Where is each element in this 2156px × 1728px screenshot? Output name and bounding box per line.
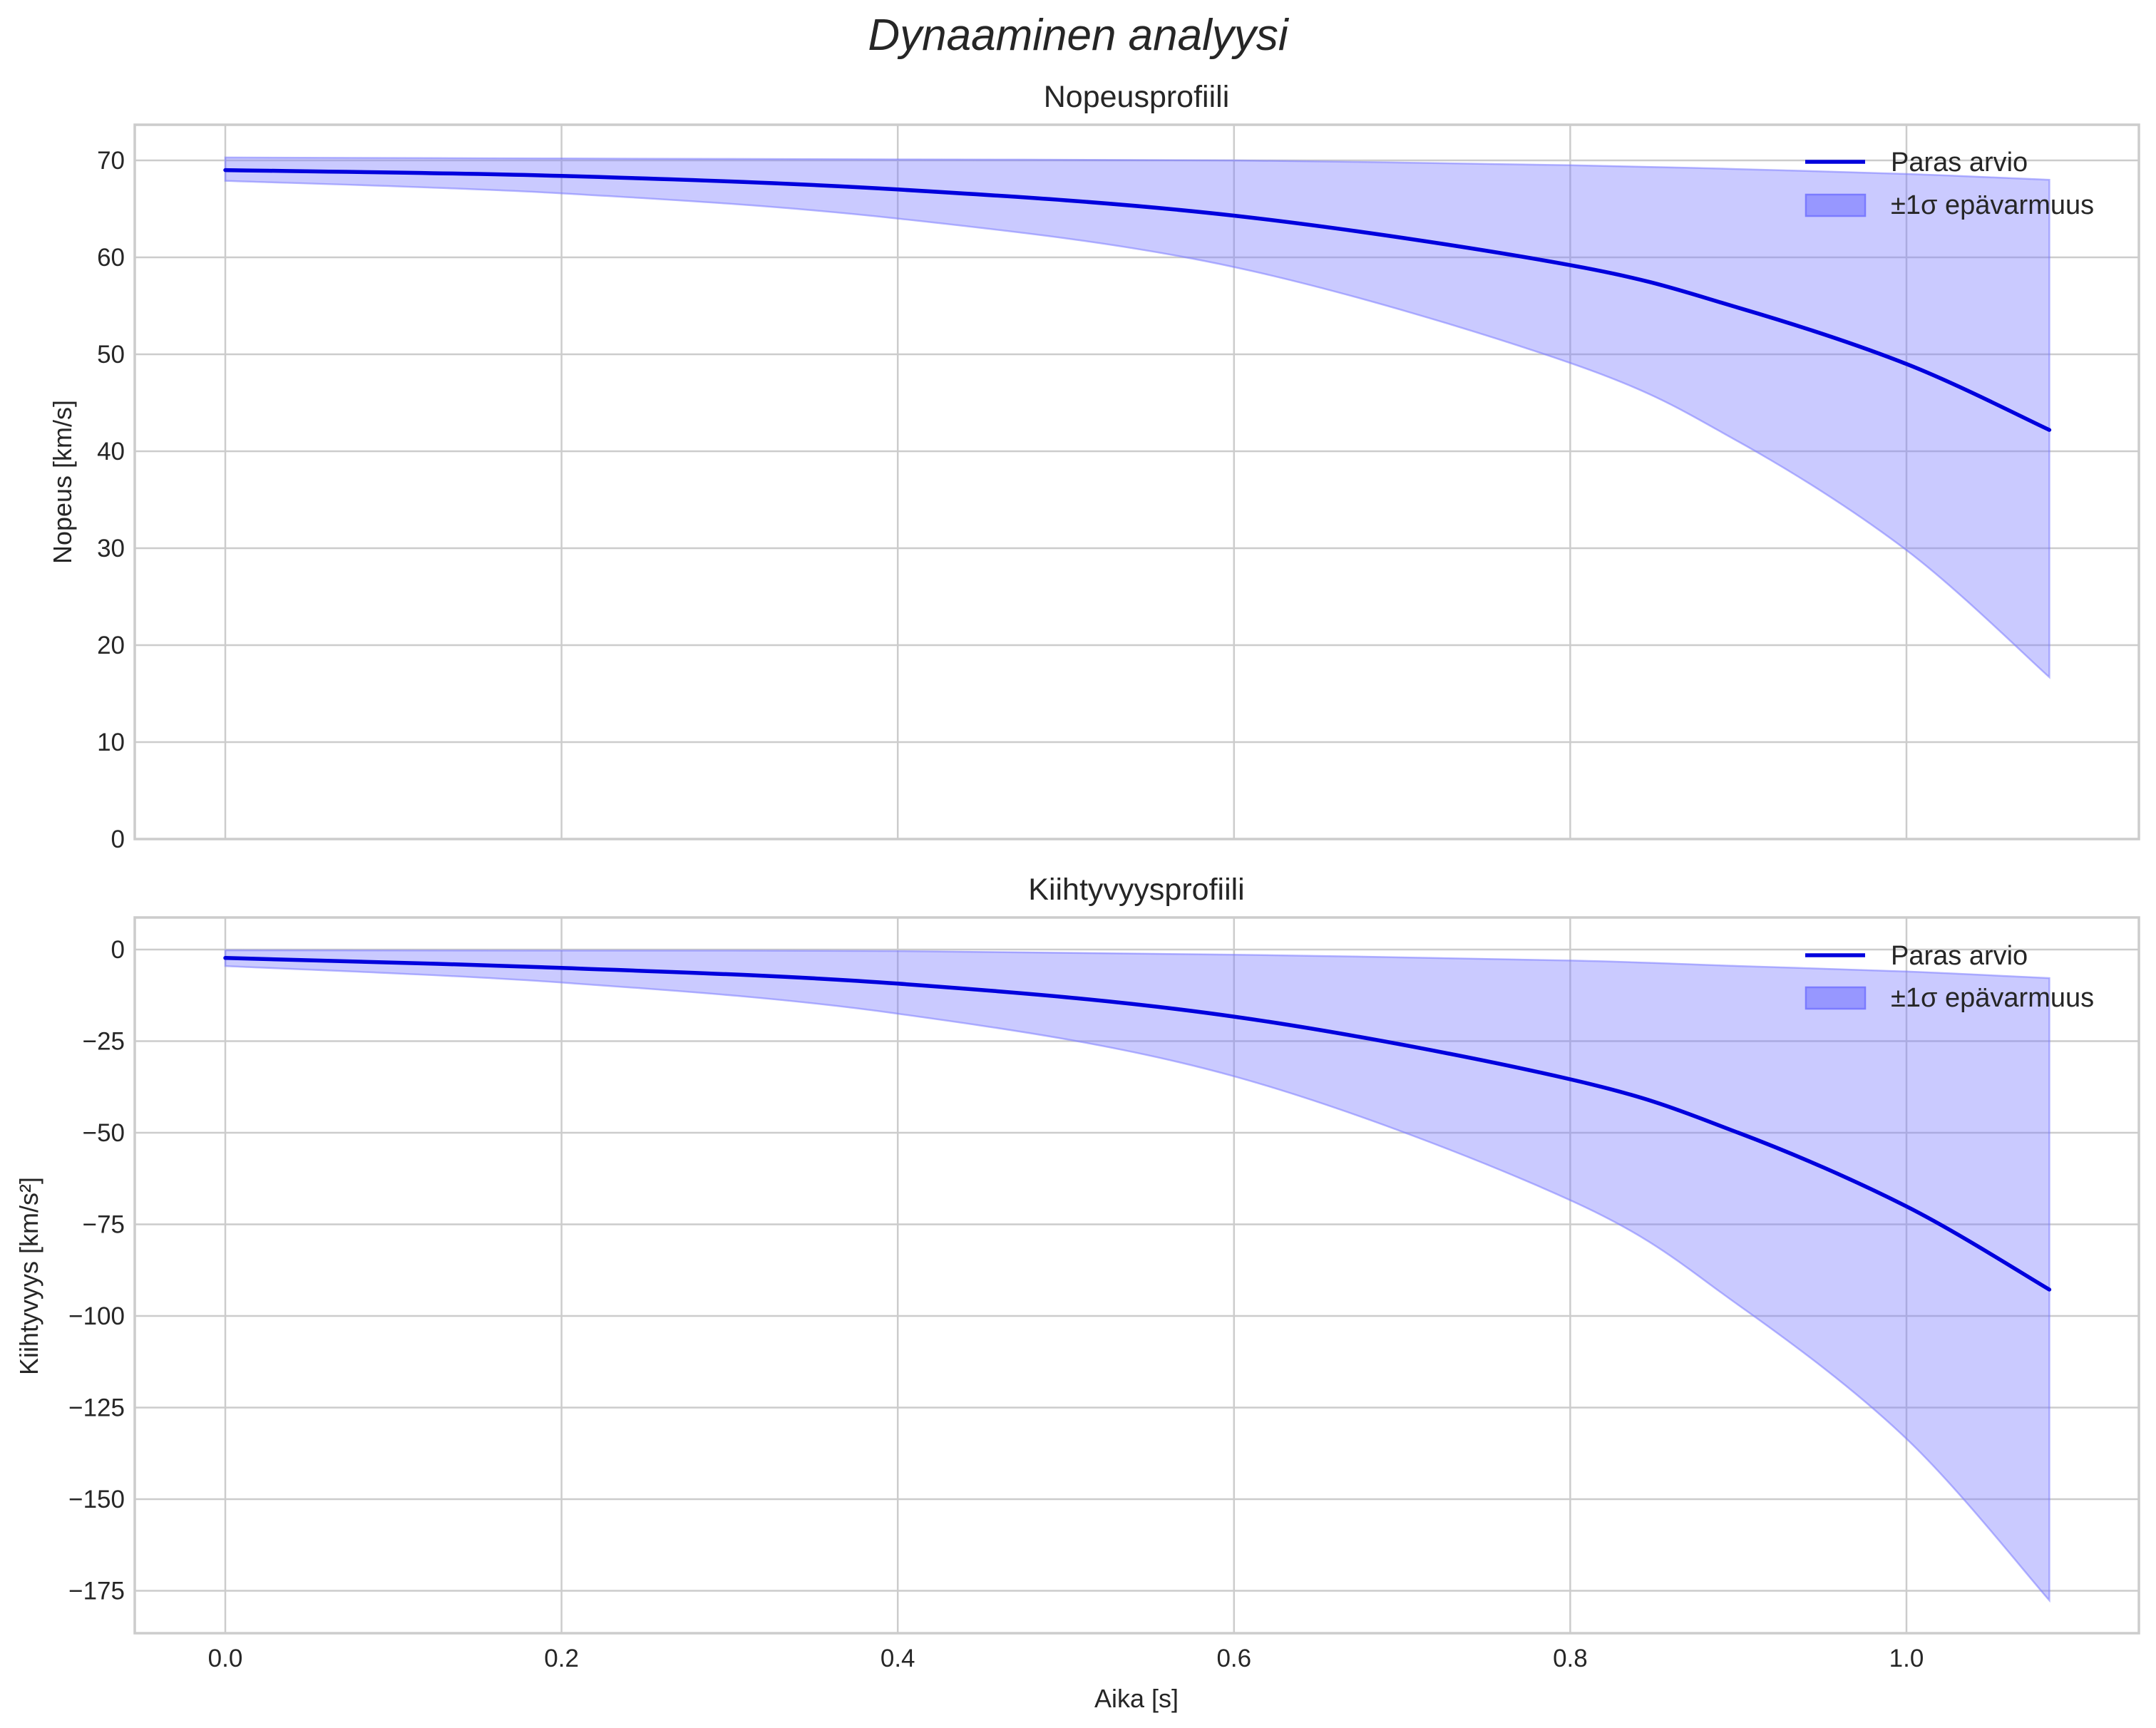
legend-band-swatch [1805,986,1867,1010]
legend-band-label: ±1σ epävarmuus [1891,190,2094,220]
legend-line-label: Paras arvio [1891,148,2028,178]
x-tick-label: 1.0 [1889,1645,1924,1672]
x-tick-label: 0.0 [208,1645,243,1672]
y-tick-label: 30 [97,535,125,562]
y-tick-label: 0 [111,936,125,964]
y-tick-label: 20 [97,632,125,659]
x-ticks: 0.0 0.2 0.4 0.6 0.8 1.0 [208,1645,1924,1672]
velocity-y-ticks: 0 10 20 30 40 50 60 70 [97,147,125,853]
x-tick-label: 0.8 [1553,1645,1588,1672]
acceleration-legend: Paras arvio ±1σ epävarmuus [1805,941,2094,1013]
y-tick-label: 10 [97,729,125,756]
y-tick-label: −75 [83,1211,125,1239]
velocity-axes-frame [133,123,2140,840]
acceleration-grid [135,917,2139,1633]
legend-band-swatch [1805,193,1867,217]
acceleration-best-estimate-line [223,956,2052,1292]
y-tick-label: −100 [68,1302,125,1330]
y-tick-label: 0 [111,826,125,853]
legend-band-label: ±1σ epävarmuus [1891,983,2094,1013]
velocity-y-label: Nopeus [km/s] [48,400,77,564]
velocity-best-estimate-line [223,168,2052,432]
figure-title: Dynaaminen analyysi [868,11,1290,60]
x-tick-label: 0.6 [1216,1645,1251,1672]
acceleration-uncertainty-band [224,949,2050,1603]
acceleration-y-ticks: 0 −25 −50 −75 −100 −125 −150 −175 [68,936,125,1605]
acceleration-plot: Kiihtyvyysprofiili 0 −25 −50 −75 −100 −125 −15… [14,873,2140,1713]
acceleration-axes-frame [133,916,2140,1635]
y-tick-label: 50 [97,341,125,369]
y-tick-label: −25 [83,1028,125,1056]
x-tick-label: 0.4 [881,1645,915,1672]
velocity-legend: Paras arvio ±1σ epävarmuus [1805,148,2094,220]
legend-line-label: Paras arvio [1891,941,2028,971]
y-tick-label: 40 [97,438,125,466]
y-tick-label: −150 [68,1486,125,1513]
y-tick-label: 60 [97,244,125,272]
y-tick-label: −175 [68,1578,125,1605]
velocity-plot: Nopeusprofiili 0 10 20 30 40 50 60 70 Nopeus [k… [48,80,2140,853]
y-tick-label: −125 [68,1394,125,1422]
acceleration-y-label: Kiihtyvyys [km/s²] [14,1177,43,1375]
y-tick-label: 70 [97,147,125,175]
x-tick-label: 0.2 [544,1645,579,1672]
y-tick-label: −50 [83,1119,125,1147]
acceleration-plot-title: Kiihtyvyysprofiili [1028,873,1244,907]
velocity-uncertainty-band [224,156,2050,679]
velocity-plot-title: Nopeusprofiili [1044,80,1230,114]
x-axis-label: Aika [s] [1094,1684,1179,1713]
